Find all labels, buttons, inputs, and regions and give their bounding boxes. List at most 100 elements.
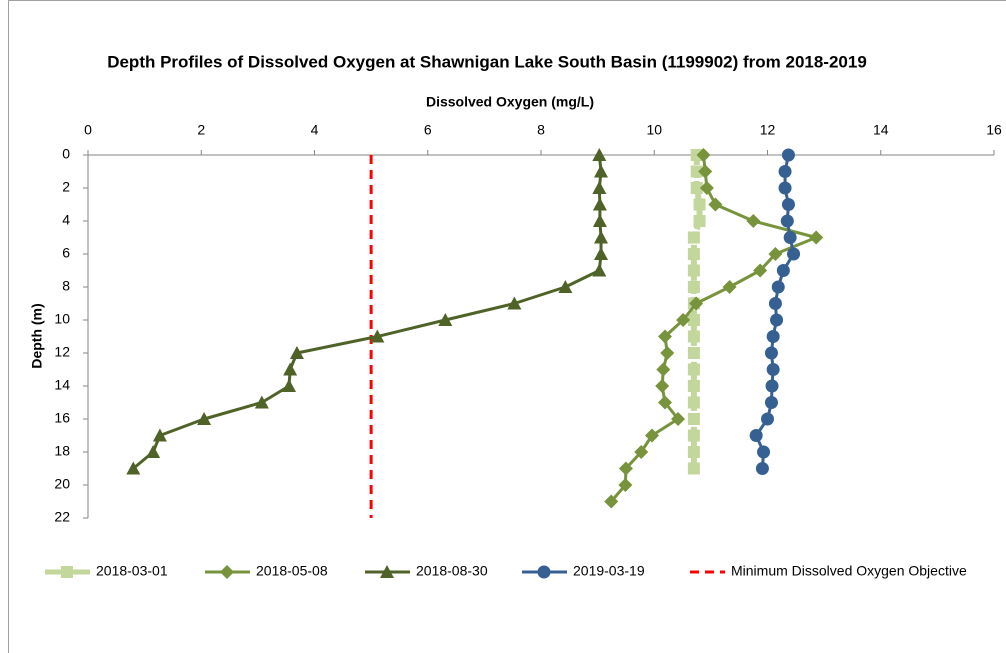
marker [537, 565, 551, 579]
marker [687, 347, 700, 359]
legend-label: 2018-03-01 [96, 563, 168, 579]
chart-border [8, 0, 1006, 653]
marker [592, 263, 607, 277]
marker [594, 230, 609, 244]
marker [594, 247, 609, 260]
marker [781, 148, 795, 162]
x-tick-label: 14 [873, 122, 889, 138]
marker [783, 231, 797, 244]
x-tick-label: 8 [537, 122, 545, 138]
y-tick-label: 2 [62, 179, 70, 195]
legend-label: 2019-03-19 [573, 563, 645, 579]
marker [604, 494, 619, 509]
marker [696, 148, 711, 162]
marker [757, 445, 771, 459]
marker [197, 412, 212, 425]
y-axis-title: Depth (m) [29, 303, 45, 368]
marker [781, 198, 795, 211]
marker [289, 346, 304, 359]
marker [592, 181, 607, 194]
marker [687, 264, 700, 277]
marker [152, 428, 167, 442]
marker [687, 281, 700, 293]
y-tick-label: 18 [54, 443, 70, 459]
x-tick-label: 16 [986, 122, 1002, 138]
marker [687, 462, 700, 475]
y-tick-label: 0 [62, 146, 70, 162]
marker [787, 247, 801, 261]
marker [690, 165, 703, 178]
marker [634, 445, 649, 459]
marker [676, 313, 691, 327]
marker [693, 215, 706, 227]
marker [776, 264, 790, 277]
marker [770, 313, 784, 327]
marker [594, 164, 609, 178]
series-line [610, 154, 818, 503]
marker [146, 445, 161, 458]
marker [370, 329, 385, 343]
marker [283, 362, 298, 376]
y-tick-label: 16 [54, 410, 70, 426]
marker [753, 263, 768, 278]
chart-title: Depth Profiles of Dissolved Oxygen at Sh… [107, 52, 867, 71]
y-tick-label: 4 [62, 212, 70, 228]
marker [687, 314, 700, 326]
x-tick-label: 12 [760, 122, 776, 138]
marker [765, 379, 779, 393]
marker [708, 197, 723, 212]
marker [764, 346, 778, 360]
marker [126, 461, 141, 475]
x-axis-title: Dissolved Oxygen (mg/L) [426, 94, 594, 110]
marker [592, 148, 607, 161]
legend-label: 2018-05-08 [256, 563, 328, 579]
x-tick-label: 6 [424, 122, 432, 138]
marker [254, 395, 269, 409]
marker [722, 280, 737, 294]
marker [687, 363, 700, 376]
y-tick-label: 12 [54, 344, 70, 360]
marker [778, 181, 792, 195]
marker [380, 565, 394, 578]
x-tick-label: 2 [197, 122, 205, 138]
marker [592, 197, 607, 211]
marker [687, 330, 700, 343]
legend-label: Minimum Dissolved Oxygen Objective [731, 563, 967, 579]
marker [658, 329, 673, 344]
marker [558, 280, 573, 293]
marker [687, 446, 700, 458]
marker [755, 462, 769, 475]
marker [809, 230, 824, 245]
marker [687, 380, 700, 392]
marker [660, 346, 675, 360]
y-tick-label: 6 [62, 245, 70, 261]
x-tick-label: 10 [646, 122, 662, 138]
marker [592, 214, 607, 227]
marker [698, 164, 713, 179]
marker [438, 313, 453, 326]
marker [61, 566, 73, 578]
y-tick-label: 22 [54, 509, 70, 525]
marker [689, 296, 704, 311]
marker [671, 412, 686, 426]
marker [687, 248, 700, 260]
marker [618, 478, 633, 492]
marker [644, 428, 659, 443]
marker [618, 461, 633, 476]
marker [687, 429, 700, 442]
marker [746, 214, 761, 228]
marker [768, 297, 782, 310]
marker [655, 379, 670, 393]
legend-label: 2018-08-30 [416, 563, 488, 579]
marker [693, 198, 706, 211]
x-tick-label: 4 [311, 122, 319, 138]
x-tick-label: 0 [84, 122, 92, 138]
y-tick-label: 8 [62, 278, 70, 294]
marker [507, 296, 522, 310]
y-tick-label: 10 [54, 311, 70, 327]
marker [768, 247, 783, 261]
marker [220, 565, 234, 579]
marker [656, 362, 671, 377]
marker [771, 280, 785, 294]
